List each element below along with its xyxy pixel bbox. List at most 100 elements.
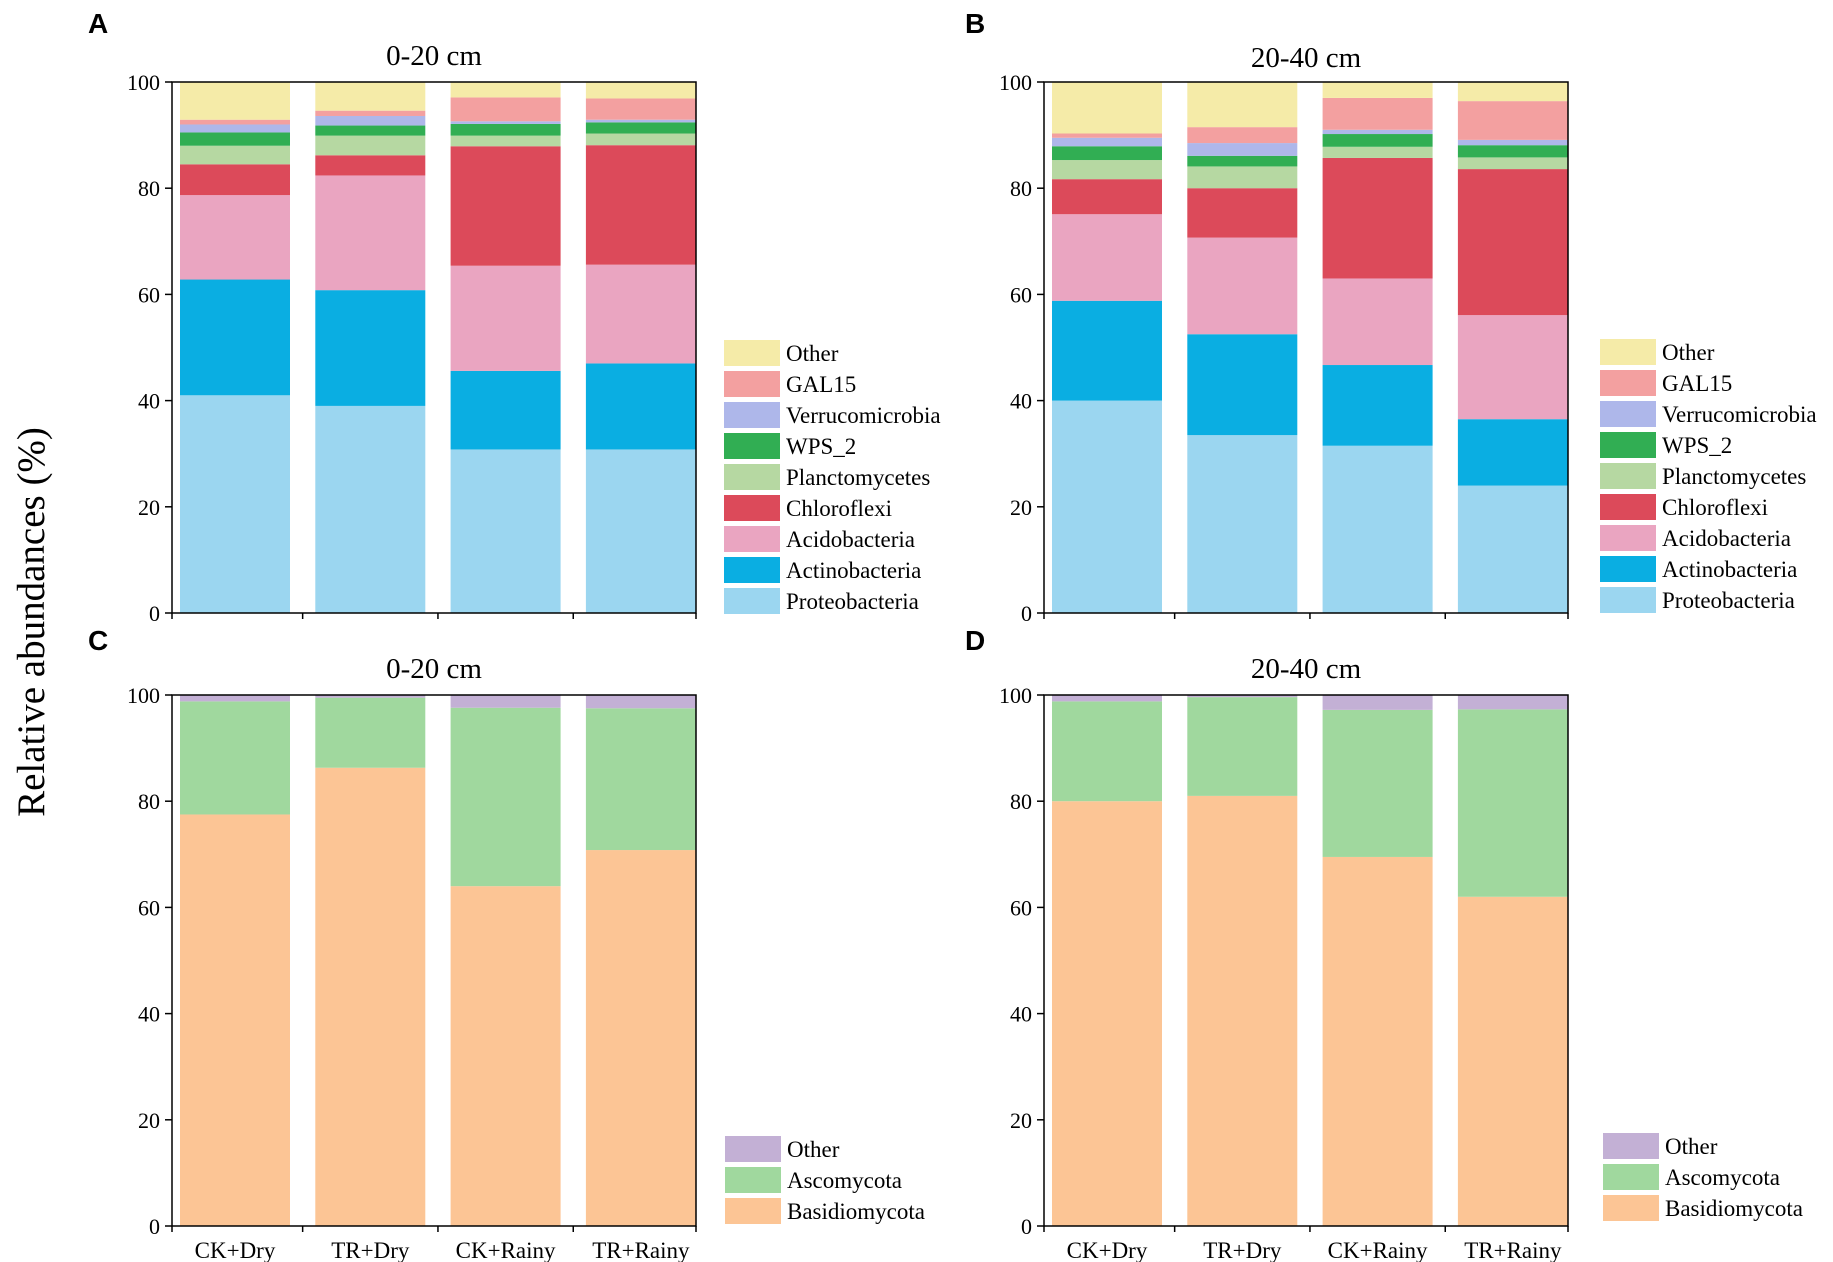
legend-label-ascomycota: Ascomycota	[787, 1168, 902, 1193]
y-tick-label: 20	[138, 1108, 160, 1133]
bar-planctomycetes-ck-rainy	[450, 135, 561, 147]
bar-gal15-ck-rainy	[1322, 97, 1433, 130]
bar-planctomycetes-ck-rainy	[1322, 146, 1433, 158]
legend-swatch-other	[1600, 339, 1656, 365]
bar-acidobacteria-ck-rainy	[450, 265, 561, 371]
y-tick-label: 40	[138, 1002, 160, 1027]
bar-ascomycota-tr-dry	[315, 697, 426, 768]
legend-swatch-acidobacteria	[1600, 525, 1656, 551]
bar-acidobacteria-ck-dry	[180, 195, 290, 280]
bar-actinobacteria-tr-rainy	[585, 363, 696, 450]
bar-actinobacteria-tr-dry	[1187, 334, 1298, 436]
bar-ascomycota-tr-rainy	[585, 708, 696, 851]
legend-label-verrucomicrobia: Verrucomicrobia	[786, 403, 941, 428]
bar-verrucomicrobia-tr-dry	[315, 115, 426, 126]
bar-basidiomycota-ck-rainy	[1322, 856, 1433, 1226]
bar-wps-2-ck-dry	[1052, 146, 1162, 161]
bar-ascomycota-ck-dry	[1052, 701, 1162, 802]
legend-label-acidobacteria: Acidobacteria	[1662, 526, 1791, 551]
y-tick-label: 20	[138, 495, 160, 520]
y-tick-label: 80	[1010, 176, 1032, 201]
legend-swatch-basidiomycota	[725, 1198, 781, 1224]
bar-other-ck-dry	[180, 695, 290, 702]
bar-verrucomicrobia-tr-rainy	[1457, 139, 1568, 146]
bar-verrucomicrobia-ck-rainy	[450, 121, 561, 124]
bar-actinobacteria-tr-rainy	[1457, 419, 1568, 486]
bar-actinobacteria-ck-rainy	[1322, 365, 1433, 446]
legend-label-basidiomycota: Basidiomycota	[787, 1199, 925, 1224]
bar-actinobacteria-tr-dry	[315, 290, 426, 406]
bar-chloroflexi-ck-dry	[1052, 179, 1162, 215]
bar-basidiomycota-tr-rainy	[585, 850, 696, 1226]
y-tick-label: 40	[1010, 1002, 1032, 1027]
bar-proteobacteria-tr-dry	[315, 405, 426, 613]
x-tick-label: TR+Rainy	[1464, 1238, 1562, 1262]
legend-label-actinobacteria: Actinobacteria	[1662, 557, 1797, 582]
plot-frame	[171, 81, 697, 614]
bar-actinobacteria-ck-rainy	[450, 370, 561, 450]
legend-label-other: Other	[787, 1137, 840, 1162]
chart-title: 0-20 cm	[386, 653, 482, 685]
bar-wps-2-tr-rainy	[1457, 145, 1568, 158]
legend-label-proteobacteria: Proteobacteria	[786, 589, 919, 614]
legend-label-other: Other	[786, 341, 839, 366]
y-tick-label: 80	[138, 176, 160, 201]
bar-verrucomicrobia-ck-dry	[1052, 137, 1162, 147]
bar-basidiomycota-ck-dry	[180, 814, 290, 1226]
legend-label-verrucomicrobia: Verrucomicrobia	[1662, 402, 1817, 427]
bar-ascomycota-tr-rainy	[1457, 709, 1568, 897]
bar-ascomycota-tr-dry	[1187, 697, 1298, 796]
panel-c: C 0-20 cm CK+Dry TR+Dry CK+Rainy TR+Rainy 0 2…	[88, 625, 925, 1262]
y-tick-label: 20	[1010, 495, 1032, 520]
panel-a: A 0-20 cm 0 20 40 60 80 100 Proteobacteria Acti…	[88, 8, 941, 626]
legend-swatch-gal15	[1600, 370, 1656, 396]
bar-other-ck-rainy	[450, 82, 561, 98]
bar-chloroflexi-ck-rainy	[1322, 157, 1433, 279]
bar-other-ck-dry	[180, 82, 290, 120]
bar-chloroflexi-tr-rainy	[585, 145, 696, 265]
bar-basidiomycota-tr-dry	[1187, 795, 1298, 1226]
y-tick-label: 60	[1010, 282, 1032, 307]
figure-y-axis-label: Relative abundances (%)	[10, 427, 53, 817]
legend-swatch-ascomycota	[1603, 1164, 1659, 1190]
x-tick-label: TR+Dry	[1203, 1238, 1282, 1262]
legend-swatch-other	[724, 340, 780, 366]
bar-proteobacteria-tr-dry	[1187, 435, 1298, 613]
bar-other-ck-rainy	[1322, 695, 1433, 710]
bar-gal15-tr-dry	[315, 110, 426, 116]
y-tick-label: 60	[1010, 895, 1032, 920]
bar-actinobacteria-ck-dry	[1052, 300, 1162, 401]
bar-basidiomycota-tr-dry	[315, 767, 426, 1226]
legend-swatch-basidiomycota	[1603, 1195, 1659, 1221]
bar-gal15-tr-rainy	[1457, 101, 1568, 140]
chart-title: 20-40 cm	[1251, 42, 1362, 74]
y-tick-label: 100	[127, 70, 160, 95]
bar-chloroflexi-tr-dry	[315, 155, 426, 176]
bar-acidobacteria-tr-dry	[1187, 237, 1298, 335]
bar-verrucomicrobia-ck-dry	[180, 124, 290, 133]
legend-label-other: Other	[1665, 1134, 1718, 1159]
bar-other-tr-dry	[315, 82, 426, 111]
bar-proteobacteria-ck-dry	[1052, 400, 1162, 613]
bar-ascomycota-ck-rainy	[1322, 709, 1433, 857]
legend-label-proteobacteria: Proteobacteria	[1662, 588, 1795, 613]
legend-label-ascomycota: Ascomycota	[1665, 1165, 1780, 1190]
x-tick-label: CK+Dry	[1067, 1238, 1148, 1262]
bar-other-tr-rainy	[585, 82, 696, 99]
bar-other-tr-rainy	[585, 695, 696, 709]
bar-other-tr-dry	[1187, 82, 1298, 128]
bar-gal15-ck-dry	[1052, 133, 1162, 138]
legend-label-gal15: GAL15	[1662, 371, 1732, 396]
bar-acidobacteria-ck-dry	[1052, 214, 1162, 301]
y-tick-label: 100	[999, 70, 1032, 95]
legend-label-other: Other	[1662, 340, 1715, 365]
bar-proteobacteria-ck-rainy	[1322, 445, 1433, 613]
legend-swatch-gal15	[724, 371, 780, 397]
bar-other-tr-dry	[1187, 695, 1298, 698]
bar-acidobacteria-tr-rainy	[1457, 315, 1568, 420]
y-tick-label: 100	[127, 683, 160, 708]
bar-planctomycetes-tr-dry	[1187, 166, 1298, 189]
bar-proteobacteria-ck-dry	[180, 395, 290, 613]
bar-wps-2-ck-rainy	[1322, 134, 1433, 147]
x-tick-label: TR+Rainy	[592, 1238, 690, 1262]
